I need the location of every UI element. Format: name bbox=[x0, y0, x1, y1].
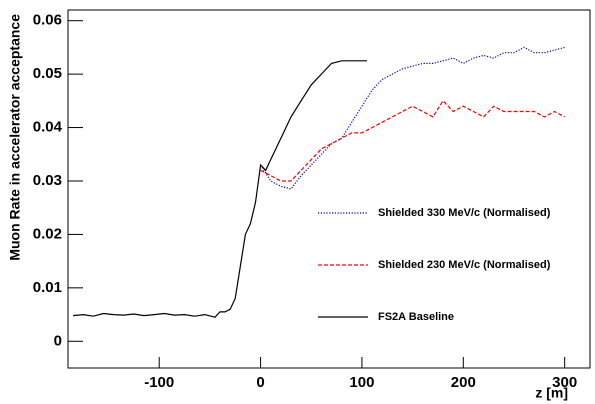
y-tick-label: 0.01 bbox=[33, 279, 62, 296]
series-line bbox=[73, 60, 367, 318]
y-tick-label: 0.05 bbox=[33, 65, 62, 82]
x-tick-label: -100 bbox=[144, 374, 174, 391]
series-line bbox=[260, 99, 565, 182]
y-tick-label: 0 bbox=[54, 332, 62, 349]
x-tick-label: 200 bbox=[451, 374, 476, 391]
y-tick-label: 0.02 bbox=[33, 225, 62, 242]
legend-label: FS2A Baseline bbox=[378, 311, 454, 323]
legend-label: Shielded 330 MeV/c (Normalised) bbox=[378, 207, 551, 219]
series-line bbox=[260, 46, 565, 190]
legend-label: Shielded 230 MeV/c (Normalised) bbox=[378, 259, 551, 271]
x-axis-title: z [m] bbox=[535, 385, 568, 401]
y-axis-title: Muon Rate in accelerator acceptance bbox=[7, 14, 23, 261]
plot-frame bbox=[67, 9, 591, 369]
x-tick-label: 300 bbox=[552, 374, 577, 391]
x-tick-label: 0 bbox=[256, 374, 264, 391]
y-tick-label: 0.03 bbox=[33, 172, 62, 189]
y-tick-label: 0.04 bbox=[33, 119, 63, 136]
x-tick-label: 100 bbox=[349, 374, 374, 391]
y-tick-label: 0.06 bbox=[33, 12, 62, 29]
